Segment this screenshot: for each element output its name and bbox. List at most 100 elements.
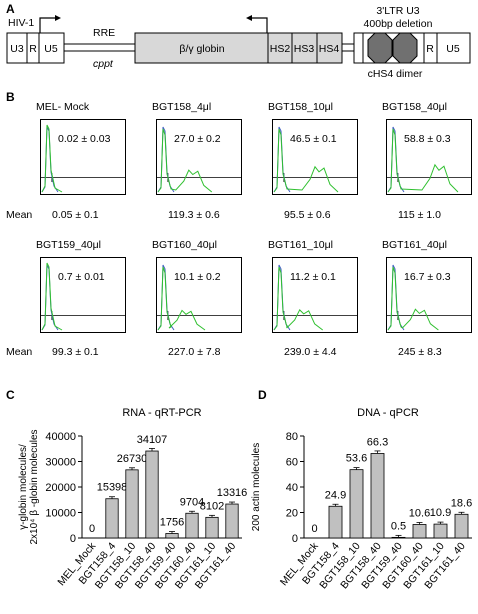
y-tick-label: 10000 bbox=[45, 508, 76, 520]
bar bbox=[125, 469, 139, 539]
flow-histogram bbox=[40, 119, 126, 195]
bar bbox=[370, 453, 385, 539]
bar bbox=[205, 516, 219, 539]
sample-trace bbox=[387, 266, 439, 331]
globin-cassette bbox=[134, 32, 343, 64]
panel-label-b: B bbox=[6, 90, 15, 104]
histogram-frame bbox=[40, 257, 126, 333]
bar-value-label: 10.6 bbox=[409, 507, 430, 519]
flow-percent-value: 0.02 ± 0.03 bbox=[58, 133, 111, 145]
histogram-frame bbox=[386, 257, 472, 333]
flow-mean-value: 245 ± 8.3 bbox=[398, 346, 442, 358]
flow-histogram bbox=[156, 119, 242, 195]
y-tick-label: 40 bbox=[286, 482, 298, 494]
ltr3-deletion-label: 400bp deletion bbox=[364, 18, 433, 30]
y-tick-label: 30000 bbox=[45, 457, 76, 469]
y-axis-label: 200 actin molecules bbox=[251, 443, 262, 531]
bar-value-label: 26730 bbox=[117, 453, 148, 465]
bar-value-label: 9704 bbox=[180, 496, 204, 508]
y-tick-label: 0 bbox=[70, 533, 76, 545]
bar-value-label: 34107 bbox=[137, 434, 168, 446]
u3-label: U3 bbox=[10, 43, 24, 55]
flow-percent-value: 16.7 ± 0.3 bbox=[404, 271, 451, 283]
flow-sample-title: BGT161_10μl bbox=[268, 239, 334, 251]
rna-qrtpcr-chart: RNA - qRT-PCR γ-globin molecules/2x10⁴ β … bbox=[18, 407, 248, 591]
bar-value-label: 0.5 bbox=[391, 520, 406, 532]
flow-histogram bbox=[386, 119, 472, 195]
cppt-label: cppt bbox=[93, 58, 114, 70]
bar bbox=[105, 498, 119, 539]
sample-trace bbox=[273, 266, 324, 331]
globin-promoter-arrow bbox=[252, 17, 268, 33]
flow-percent-value: 0.7 ± 0.01 bbox=[58, 271, 105, 283]
flow-mean-value: 239.0 ± 4.4 bbox=[284, 346, 337, 358]
bar-value-label: 53.6 bbox=[346, 453, 367, 465]
flow-mean-value: 0.05 ± 0.1 bbox=[52, 209, 99, 221]
flow-percent-value: 11.2 ± 0.1 bbox=[290, 271, 336, 283]
bar-value-label: 13316 bbox=[217, 487, 248, 499]
globin-label: β/γ globin bbox=[179, 43, 224, 55]
promoter-arrowhead bbox=[55, 15, 61, 21]
bar-value-label: 24.9 bbox=[325, 489, 346, 501]
flow-percent-value: 10.1 ± 0.2 bbox=[174, 271, 221, 283]
hs2-label: HS2 bbox=[270, 43, 291, 55]
chs4-insulator-2 bbox=[392, 32, 418, 64]
bar bbox=[328, 505, 343, 539]
flow-sample-title: BGT159_40μl bbox=[36, 239, 102, 251]
chs4-label: cHS4 dimer bbox=[368, 68, 423, 80]
chart-title: RNA - qRT-PCR bbox=[122, 407, 201, 419]
chs4-insulator-1 bbox=[367, 32, 393, 64]
flow-percent-value: 27.0 ± 0.2 bbox=[174, 133, 221, 145]
sample-trace bbox=[157, 266, 206, 331]
panel-label-a: A bbox=[6, 2, 15, 16]
y-tick-label: 60 bbox=[286, 457, 298, 469]
flow-sample-title: BGT161_40μl bbox=[382, 239, 448, 251]
y-tick-label: 40000 bbox=[45, 431, 76, 443]
bar bbox=[185, 512, 199, 539]
flow-mean-value: 227.0 ± 7.8 bbox=[168, 346, 221, 358]
bar-value-label: 0 bbox=[89, 523, 95, 535]
bar-value-label: 10.9 bbox=[430, 507, 451, 519]
r2-label: R bbox=[426, 43, 434, 55]
flow-sample-title: BGT158_4μl bbox=[152, 101, 212, 113]
sample-trace bbox=[157, 128, 213, 193]
y-tick-label: 20000 bbox=[45, 482, 76, 494]
flow-percent-value: 46.5 ± 0.1 bbox=[290, 133, 337, 145]
hs4-label: HS4 bbox=[319, 43, 340, 55]
mean-label-row1: Mean bbox=[6, 209, 33, 221]
ltr5-box bbox=[6, 32, 65, 64]
flow-histogram bbox=[272, 257, 358, 333]
sample-trace bbox=[273, 128, 339, 193]
chart-title: DNA - qPCR bbox=[357, 407, 419, 419]
y-axis-label: γ-globin molecules/ bbox=[250, 444, 251, 530]
hiv-label: HIV-1 bbox=[8, 17, 34, 29]
flow-histogram bbox=[386, 257, 472, 333]
sample-trace bbox=[387, 128, 459, 193]
histogram-frame bbox=[40, 119, 126, 195]
flow-histogram bbox=[272, 119, 358, 195]
bar bbox=[225, 503, 239, 539]
sample-trace bbox=[41, 262, 63, 331]
histogram-frame bbox=[156, 119, 242, 195]
histogram-frame bbox=[272, 119, 358, 195]
panel-label-c: C bbox=[6, 388, 15, 402]
y-tick-label: 20 bbox=[286, 508, 298, 520]
bar-value-label: 18.6 bbox=[451, 497, 472, 509]
flow-mean-value: 119.3 ± 0.6 bbox=[168, 209, 220, 221]
flow-mean-value: 115 ± 1.0 bbox=[398, 209, 441, 221]
hs3-label: HS3 bbox=[294, 43, 315, 55]
bar-value-label: 15398 bbox=[97, 482, 128, 494]
panel-label-d: D bbox=[258, 388, 267, 402]
construct-diagram: U3 R U5 HIV-1 RRE cppt β/γ globin HS2 HS… bbox=[6, 5, 471, 80]
bar bbox=[412, 524, 427, 539]
y-axis-label: γ-globin molecules/ bbox=[18, 444, 29, 530]
bar bbox=[349, 469, 364, 539]
promoter-arrow bbox=[39, 17, 55, 33]
dna-qpcr-chart: DNA - qPCR γ-globin molecules/200 actin m… bbox=[250, 407, 472, 591]
y-axis-label: 2x10⁴ β -globin molecules bbox=[29, 429, 40, 544]
bar-value-label: 0 bbox=[311, 523, 317, 535]
bar bbox=[165, 533, 179, 539]
flow-sample-title: BGT158_10μl bbox=[268, 101, 334, 113]
globin-promoter-arrowhead bbox=[246, 15, 252, 21]
bar-value-label: 8102 bbox=[200, 500, 224, 512]
